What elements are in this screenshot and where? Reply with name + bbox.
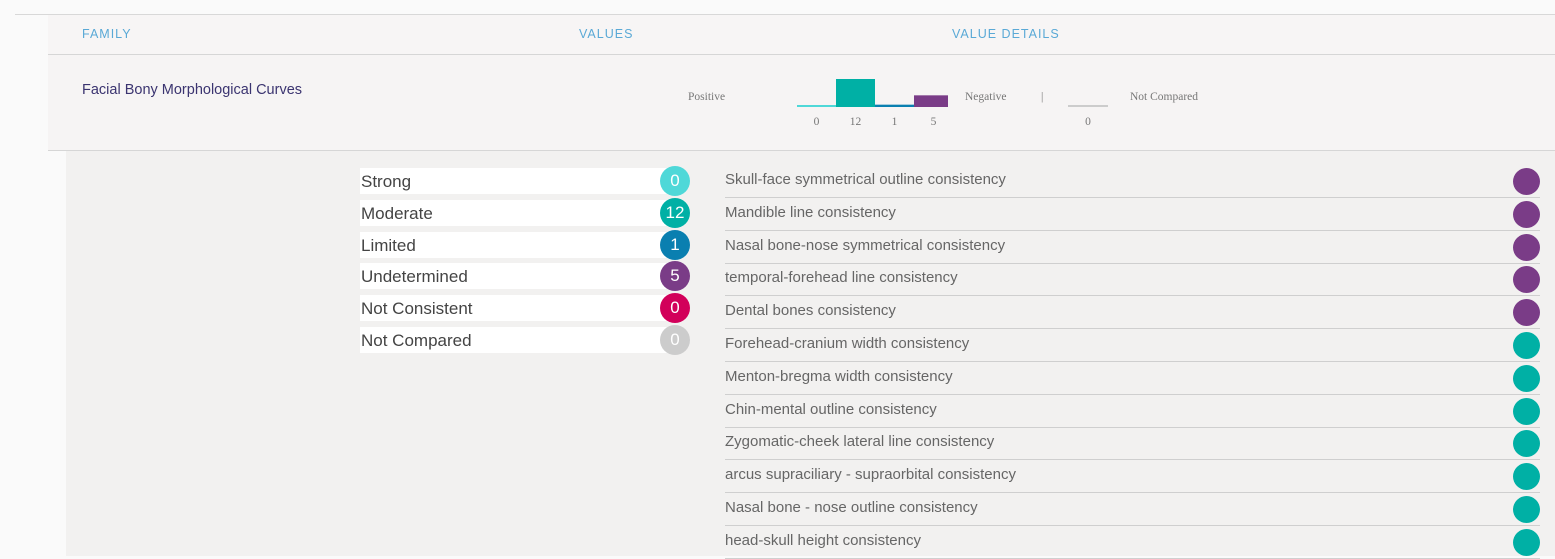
family-row[interactable]: Facial Bony Morphological Curves Positiv… (48, 55, 1555, 151)
detail-label: arcus supraciliary - supraorbital consis… (725, 466, 1016, 484)
positive-label: Positive (688, 91, 726, 103)
summary-chart: 012150 (797, 79, 948, 128)
table-header: FAMILY VALUES VALUE DETAILS (48, 15, 1555, 55)
summary-count: 12 (850, 116, 862, 128)
status-dot (1513, 299, 1540, 327)
separator: | (1041, 91, 1044, 103)
not-compared-label: Not Compared (1130, 91, 1199, 103)
detail-label: Nasal bone-nose symmetrical consistency (725, 236, 1006, 254)
detail-label: Forehead-cranium width consistency (725, 335, 970, 352)
not-compared-count: 0 (1085, 116, 1091, 128)
status-dot (1513, 233, 1540, 261)
summary-count: 5 (931, 116, 937, 128)
level-row[interactable]: Limited 1 (360, 229, 690, 260)
status-dot (1513, 528, 1540, 556)
level-count: 1 (660, 229, 690, 260)
detail-row: Nasal bone-nose symmetrical consistency (725, 231, 1540, 264)
detail-label: Mandible line consistency (725, 203, 896, 221)
summary-bar (797, 105, 836, 107)
column-header: VALUES (579, 27, 634, 41)
detail-row: Mandible line consistency (725, 198, 1540, 231)
divider (15, 14, 1555, 15)
level-label: Not Consistent (361, 299, 473, 319)
level-row[interactable]: Not Compared 0 (360, 325, 690, 355)
level-label: Moderate (361, 203, 433, 223)
status-dot (1513, 168, 1540, 195)
status-dot (1513, 332, 1540, 359)
level-row[interactable]: Strong 0 (360, 166, 690, 196)
level-label: Not Compared (361, 331, 472, 350)
detail-label: Menton-bregma width consistency (725, 367, 953, 385)
detail-row: Zygomatic-cheek lateral line consistency (725, 427, 1540, 461)
level-row[interactable]: Undetermined 5 (360, 261, 690, 292)
level-label: Strong (361, 172, 412, 191)
status-dot (1513, 463, 1540, 491)
detail-row: head-skull height consistency (725, 526, 1540, 559)
detail-row: temporal-forehead line consistency (725, 263, 1540, 297)
negative-label: Negative (965, 91, 1007, 103)
detail-label: Nasal bone - nose outline consistency (725, 499, 978, 516)
family-name: Facial Bony Morphological Curves (82, 82, 303, 98)
detail-label: temporal-forehead line consistency (725, 269, 958, 287)
status-dot (1513, 397, 1540, 425)
detail-row: Forehead-cranium width consistency (725, 329, 1540, 362)
detail-label: Skull-face symmetrical outline consisten… (725, 171, 1006, 188)
detail-label: Dental bones consistency (725, 302, 896, 320)
status-dot (1513, 200, 1540, 228)
summary-bar (914, 95, 948, 107)
detail-label: Chin-mental outline consistency (725, 400, 937, 418)
level-count: 5 (660, 261, 690, 292)
detail-row: Nasal bone - nose outline consistency (725, 493, 1540, 526)
level-label: Undetermined (361, 267, 468, 287)
detail-row: Skull-face symmetrical outline consisten… (725, 165, 1540, 198)
summary-count: 0 (814, 116, 820, 128)
detail-row: Chin-mental outline consistency (725, 395, 1540, 428)
level-count: 0 (660, 325, 690, 355)
level-row[interactable]: Moderate 12 (360, 197, 690, 228)
status-dot (1513, 266, 1540, 294)
column-header: VALUE DETAILS (952, 27, 1060, 41)
status-dot (1513, 364, 1540, 392)
level-label: Limited (361, 235, 416, 255)
level-count: 12 (660, 197, 690, 228)
detail-label: Zygomatic-cheek lateral line consistency (725, 433, 995, 451)
summary-bar (836, 79, 875, 107)
detail-row: arcus supraciliary - supraorbital consis… (725, 460, 1540, 494)
status-dot (1513, 430, 1540, 458)
detail-panel: Strong 0 Moderate 12 Limited 1 Undetermined 5 No… (66, 151, 1555, 559)
summary-bar (875, 104, 914, 107)
detail-label: head-skull height consistency (725, 531, 921, 549)
status-dot (1513, 496, 1540, 523)
not-compared-bar (1068, 105, 1108, 107)
level-count: 0 (660, 293, 690, 324)
column-header: FAMILY (82, 27, 132, 41)
summary-count: 1 (892, 116, 898, 128)
detail-row: Menton-bregma width consistency (725, 362, 1540, 395)
level-row[interactable]: Not Consistent 0 (360, 293, 690, 324)
level-count: 0 (660, 166, 690, 196)
detail-row: Dental bones consistency (725, 296, 1540, 330)
not-compared-chart: 0 (1068, 105, 1108, 128)
